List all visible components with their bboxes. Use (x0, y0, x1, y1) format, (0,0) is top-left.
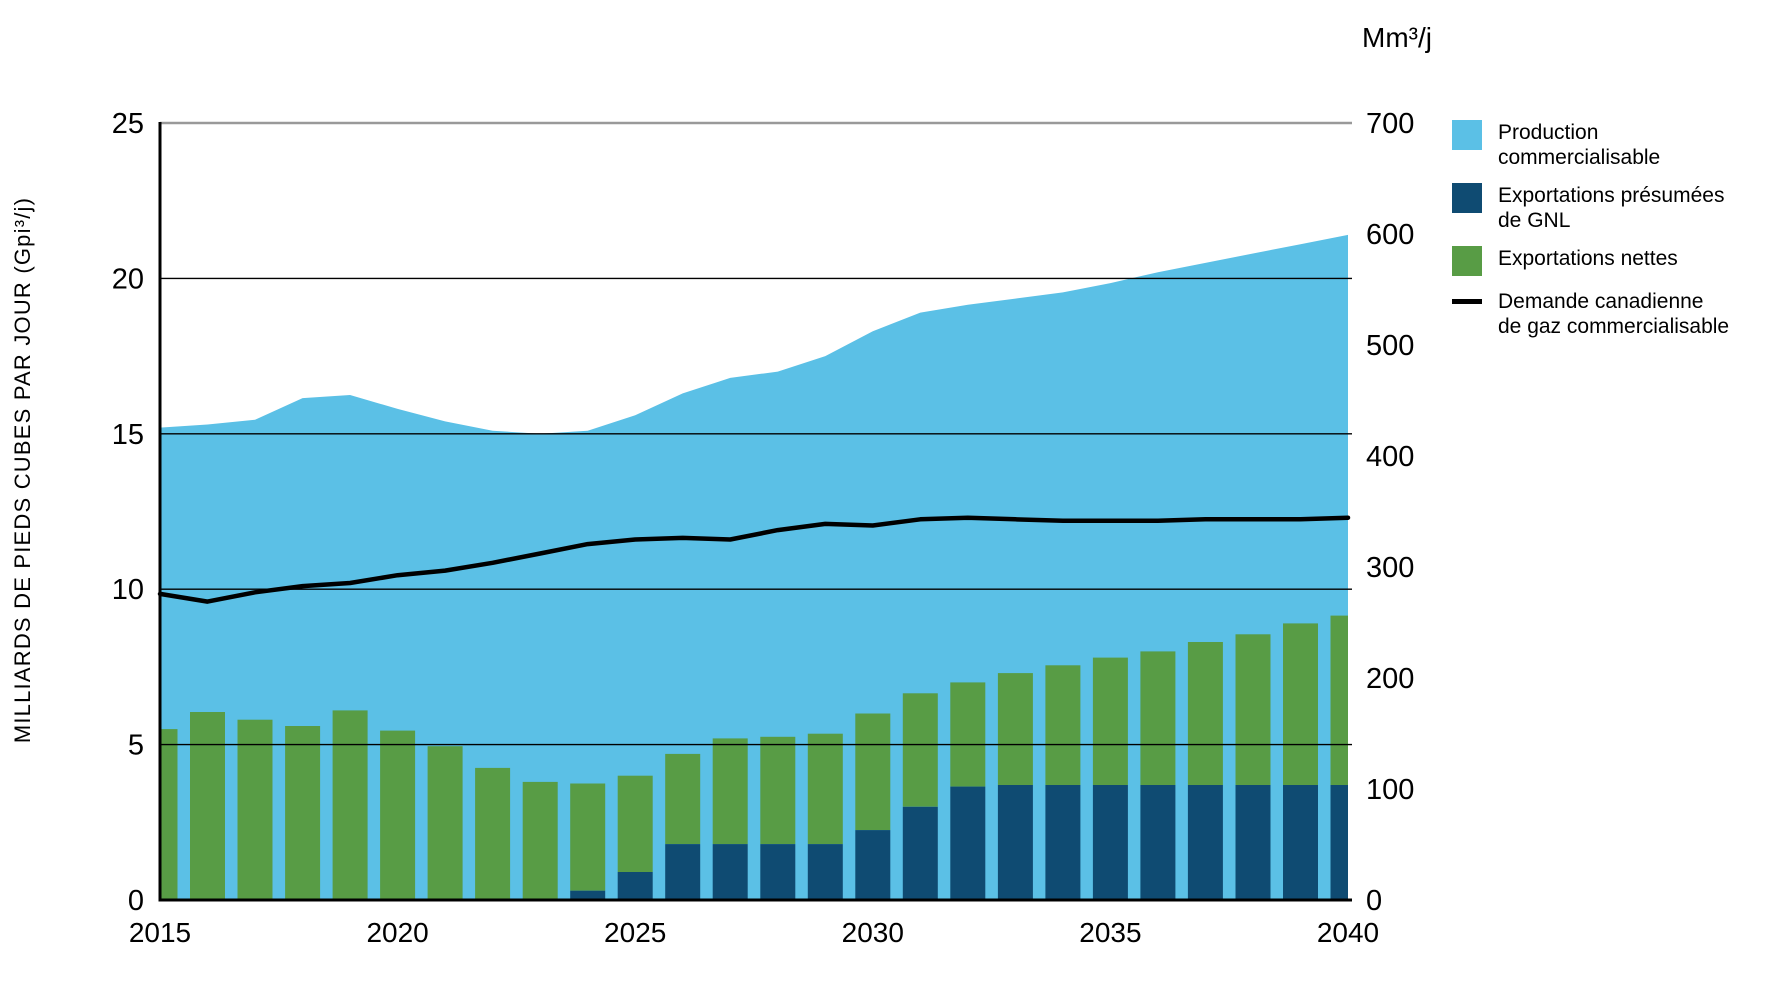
net-export-bar (1092, 657, 1128, 785)
x-axis-tick-label: 2015 (129, 917, 191, 948)
net-export-bar (570, 783, 606, 891)
x-axis-tick-label: 2025 (604, 917, 666, 948)
right-axis-tick-label: 0 (1366, 885, 1382, 917)
lng-export-bar (1330, 785, 1348, 900)
y-axis-tick-label: 20 (112, 263, 144, 295)
lng-export-bar (1235, 785, 1271, 900)
legend: Production commercialisable Exportations… (1452, 120, 1772, 352)
demand-line-swatch-icon (1452, 299, 1482, 304)
net-export-bar (1283, 623, 1318, 785)
right-axis-tick-label: 700 (1366, 108, 1414, 140)
right-axis-tick-label: 400 (1366, 441, 1414, 473)
net-export-bar (475, 767, 511, 900)
net-export-bar (1235, 634, 1271, 785)
net-export-bar (237, 719, 273, 900)
net-export-bar (160, 729, 178, 900)
net-export-bar (1045, 665, 1081, 785)
x-axis-tick-label: 2020 (366, 917, 428, 948)
y-axis-tick-label: 15 (112, 419, 144, 451)
right-axis-tick-label: 200 (1366, 663, 1414, 695)
right-axis-unit-label: Mm³/j (1362, 22, 1432, 53)
net-export-bar (807, 733, 843, 844)
right-axis-tick-label: 500 (1366, 330, 1414, 362)
legend-item-lng-exports: Exportations présumées de GNL (1452, 183, 1772, 233)
net-export-bar (285, 726, 321, 900)
lng-export-bar (570, 890, 606, 900)
net-export-bar (997, 673, 1033, 785)
net-export-bar (190, 712, 225, 900)
right-axis-tick-label: 600 (1366, 219, 1414, 251)
y-axis-tick-label: 25 (112, 108, 144, 140)
lng-export-bar (950, 786, 986, 900)
lng-exports-swatch-icon (1452, 183, 1482, 213)
y-axis-tick-label: 5 (128, 730, 144, 762)
x-axis-tick-label: 2030 (842, 917, 904, 948)
lng-export-bar (1045, 785, 1081, 900)
net-exports-swatch-icon (1452, 246, 1482, 276)
x-axis-tick-label: 2035 (1079, 917, 1141, 948)
legend-item-label: Exportations nettes (1498, 247, 1678, 270)
lng-export-bar (997, 785, 1033, 900)
net-export-bar (760, 736, 796, 844)
legend-item-production: Production commercialisable (1452, 120, 1772, 170)
right-axis-tick-label: 300 (1366, 552, 1414, 584)
lng-export-bar (855, 830, 891, 900)
legend-item-label: Demande canadienne de gaz commercialisab… (1498, 290, 1730, 338)
right-axis-tick-label: 100 (1366, 774, 1414, 806)
net-export-bar (332, 710, 368, 900)
lng-export-bar (617, 872, 653, 900)
lng-export-bar (665, 844, 701, 900)
lng-export-bar (1283, 785, 1318, 900)
net-export-bar (665, 753, 701, 844)
legend-item-label: Production commercialisable (1498, 121, 1661, 169)
y-axis-tick-label: 0 (128, 885, 144, 917)
net-export-bar (1330, 615, 1348, 785)
net-export-bar (1140, 651, 1176, 785)
demand-line (157, 515, 1351, 604)
x-axis-tick-label: 2040 (1317, 917, 1379, 948)
net-export-bar (902, 693, 938, 807)
lng-export-bar (1187, 785, 1223, 900)
lng-export-bar (1092, 785, 1128, 900)
lng-export-bar (712, 844, 748, 900)
net-export-bar (617, 775, 653, 872)
left-axis-title: MILLIARDS DE PIEDS CUBES PAR JOUR (Gpi³/… (10, 196, 35, 744)
net-export-bar (380, 730, 416, 900)
lng-export-bar (760, 844, 796, 900)
lng-export-bar (1140, 785, 1176, 900)
legend-item-demand: Demande canadienne de gaz commercialisab… (1452, 289, 1772, 339)
net-export-bar (427, 746, 463, 900)
production-swatch-icon (1452, 120, 1482, 150)
net-export-bar (950, 682, 986, 787)
net-export-bar (855, 713, 891, 831)
net-export-bar (1187, 642, 1223, 785)
net-export-bar (522, 781, 558, 900)
legend-item-net-exports: Exportations nettes (1452, 246, 1772, 276)
net-export-bar (712, 738, 748, 845)
lng-export-bar (902, 806, 938, 900)
y-axis-tick-label: 10 (112, 574, 144, 606)
lng-export-bar (807, 844, 843, 900)
legend-item-label: Exportations présumées de GNL (1498, 184, 1725, 232)
